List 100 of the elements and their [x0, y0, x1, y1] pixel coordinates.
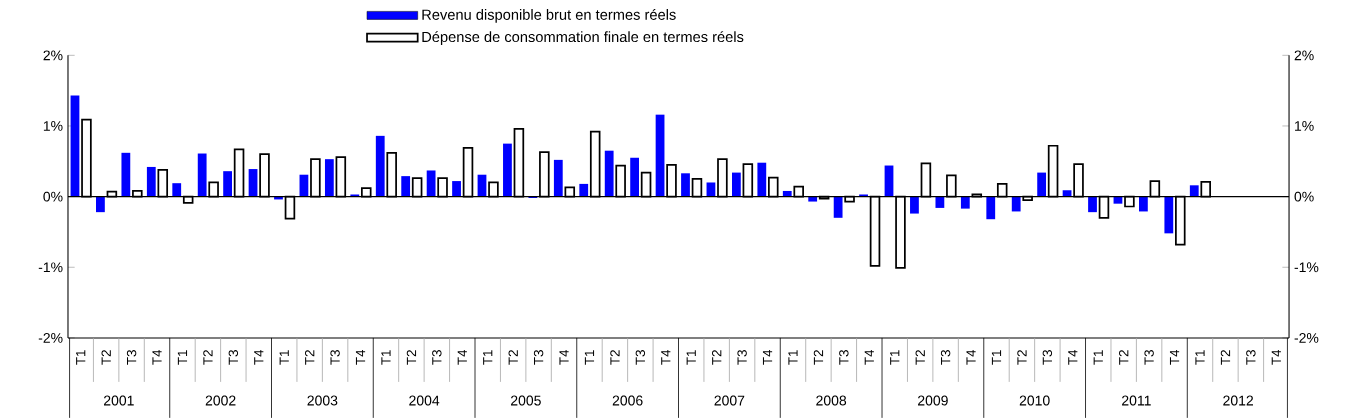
x-tick-label: T2 [305, 350, 315, 365]
x-tick-label: T3 [330, 350, 340, 365]
text: 2012 [1223, 395, 1253, 406]
bar [782, 191, 792, 197]
bar [1164, 196, 1174, 234]
bar [910, 196, 919, 214]
bar [1138, 196, 1148, 212]
x-tick-label: T4 [254, 349, 264, 365]
x-tick-label: T2 [101, 350, 111, 365]
x-tick-label: T2 [406, 350, 417, 365]
x-tick-label: T1 [279, 350, 289, 365]
bar [426, 170, 436, 197]
text: 2006 [612, 395, 643, 406]
bar [1088, 196, 1097, 213]
bar [223, 171, 233, 197]
text: 2007 [714, 395, 745, 406]
bar [630, 157, 640, 197]
x-tick-label: T1 [483, 350, 493, 365]
x-tick-label: T3 [432, 350, 442, 365]
x-tick-label: T3 [533, 350, 544, 365]
bar [452, 181, 461, 197]
y-tick-label: -1% [38, 262, 63, 273]
bar [197, 153, 207, 197]
bar [146, 166, 156, 197]
y2-tick-label: 1% [1295, 121, 1314, 131]
y-tick-label: 1% [43, 121, 63, 131]
y-tick-label: 0% [43, 191, 63, 202]
bar [833, 196, 843, 218]
y2-tick-label: -2% [1294, 333, 1319, 343]
x-tick-label: T4 [457, 349, 467, 365]
x-tick-label: T2 [915, 350, 925, 365]
bar [172, 183, 182, 197]
text: 2001 [104, 395, 134, 406]
x-tick-label: T3 [1144, 350, 1154, 365]
x-tick-label: T2 [1119, 350, 1129, 365]
text: 2010 [1019, 395, 1050, 406]
bar [1037, 172, 1047, 197]
x-tick-label: T3 [126, 350, 137, 365]
x-tick-label: T2 [712, 350, 722, 365]
bar [935, 196, 945, 208]
bar [401, 176, 411, 197]
x-tick-label: T3 [228, 350, 239, 365]
bar [579, 183, 589, 197]
bar [503, 143, 512, 197]
text: 2003 [307, 395, 338, 406]
x-tick-label: T2 [203, 350, 213, 365]
x-tick-label: T2 [610, 350, 620, 365]
x-tick-label: T1 [991, 350, 1002, 365]
x-tick-label: T1 [788, 350, 798, 365]
x-tick-label: T2 [1017, 350, 1027, 365]
x-tick-label: T1 [177, 350, 188, 365]
bar [70, 95, 80, 197]
bar [986, 196, 996, 220]
y-tick-label: -2% [38, 333, 63, 343]
x-tick-label: T4 [1169, 349, 1180, 365]
x-tick-label: T2 [1220, 350, 1231, 365]
bar [96, 196, 105, 213]
y2-tick-label: 2% [1294, 50, 1314, 61]
legend-label: Revenu disponible brut en termes réels [422, 8, 676, 23]
bar [808, 196, 818, 202]
bar [731, 172, 741, 197]
x-tick-label: T3 [1246, 350, 1256, 365]
x-tick-label: T4 [661, 349, 671, 365]
x-tick-label: T1 [686, 350, 696, 365]
legend-label: Dépense de consommation finale en termes réels [422, 31, 744, 46]
bar [706, 182, 716, 197]
x-tick-label: T4 [762, 349, 773, 365]
x-tick-label: T1 [1093, 350, 1103, 365]
bar [604, 150, 614, 197]
text: 2009 [918, 395, 948, 406]
text: 2005 [511, 395, 541, 406]
bar [350, 194, 360, 197]
x-tick-label: T4 [864, 349, 874, 365]
x-tick-label: T4 [1271, 349, 1281, 365]
y2-tick-label: -1% [1294, 262, 1319, 273]
bar [1113, 196, 1123, 204]
x-tick-label: T4 [152, 349, 162, 365]
bar [655, 114, 665, 197]
text: 2004 [409, 395, 440, 406]
x-tick-label: T4 [355, 349, 366, 365]
text: 2011 [1122, 395, 1151, 406]
x-tick-label: T4 [559, 349, 569, 365]
x-tick-label: T1 [76, 350, 86, 365]
x-tick-label: T1 [381, 350, 391, 365]
bar [960, 196, 970, 209]
bar [757, 162, 767, 197]
bar [1011, 196, 1021, 212]
x-tick-label: T1 [890, 350, 900, 365]
bar [324, 159, 334, 197]
y2-tick-label: 0% [1294, 191, 1314, 202]
x-tick-label: T3 [1042, 350, 1053, 365]
x-tick-label: T3 [635, 350, 646, 365]
x-tick-label: T2 [508, 350, 518, 365]
text: 2002 [205, 395, 236, 406]
bar [681, 173, 690, 197]
y-tick-label: 2% [43, 50, 63, 61]
x-tick-label: T3 [737, 350, 747, 365]
text: 2008 [816, 395, 847, 406]
x-tick-label: T4 [1068, 349, 1078, 365]
x-tick-label: T4 [966, 349, 976, 365]
